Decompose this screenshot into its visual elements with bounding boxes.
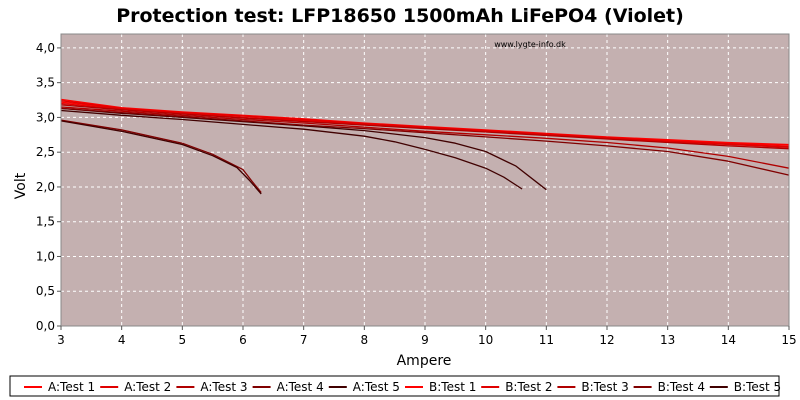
legend-entry: B:Test 3: [581, 380, 628, 394]
legend-entry: A:Test 4: [277, 380, 324, 394]
x-tick-label: 4: [118, 333, 126, 347]
series-line-9: [60, 107, 790, 176]
x-axis-label: Ampere: [397, 353, 452, 369]
series-line-8: [60, 106, 790, 169]
legend-entry: A:Test 3: [200, 380, 247, 394]
x-tick-label: 8: [361, 333, 369, 347]
legend-entry: A:Test 2: [124, 380, 171, 394]
legend-entry: B:Test 4: [658, 380, 705, 394]
x-tick-label: 10: [478, 333, 493, 347]
series-lines: [60, 98, 790, 195]
y-tick-label: 2,5: [36, 145, 55, 159]
axis-ticks: 3 4 5 6 7 8 9 10 11 12 13 14 15 0,0 0,5 1,0 1,5 2,0 2,5 3,0…: [36, 41, 797, 347]
series-line-5: [60, 109, 523, 190]
legend-entry: B:Test 2: [505, 380, 552, 394]
x-tick-label: 12: [599, 333, 614, 347]
x-tick-label: 13: [660, 333, 675, 347]
series-line-6: [60, 98, 790, 146]
series-line-3: [60, 104, 790, 150]
x-tick-label: 5: [179, 333, 187, 347]
y-tick-label: 0,5: [36, 284, 55, 298]
x-tick-label: 14: [721, 333, 736, 347]
y-tick-label: 1,0: [36, 249, 55, 263]
series-line-extra: [60, 107, 547, 191]
legend-entry: B:Test 1: [429, 380, 476, 394]
y-tick-label: 2,0: [36, 180, 55, 194]
y-tick-label: 0,0: [36, 319, 55, 333]
x-tick-label: 7: [300, 333, 308, 347]
watermark: www.lygte-info.dk: [494, 40, 566, 49]
y-axis-label: Volt: [13, 172, 29, 199]
series-line-2: [60, 102, 790, 148]
chart-title: Protection test: LFP18650 1500mAh LiFePO…: [116, 5, 684, 27]
x-tick-label: 11: [539, 333, 554, 347]
series-line-4: [60, 119, 262, 193]
series-line-10: [60, 120, 262, 195]
x-tick-label: 9: [421, 333, 429, 347]
legend: A:Test 1 A:Test 2 A:Test 3 A:Test 4 A:Test 5…: [9, 375, 781, 397]
x-tick-label: 15: [781, 333, 796, 347]
legend-entry: A:Test 1: [48, 380, 95, 394]
legend-entry: A:Test 5: [353, 380, 400, 394]
y-tick-label: 3,5: [36, 76, 55, 90]
y-tick-label: 1,5: [36, 215, 55, 229]
series-line-7: [60, 100, 790, 148]
legend-entry: B:Test 5: [734, 380, 781, 394]
x-tick-label: 3: [57, 333, 65, 347]
x-tick-label: 6: [239, 333, 247, 347]
y-tick-label: 3,0: [36, 110, 55, 124]
legend-box: [9, 375, 780, 397]
y-tick-label: 4,0: [36, 41, 55, 55]
